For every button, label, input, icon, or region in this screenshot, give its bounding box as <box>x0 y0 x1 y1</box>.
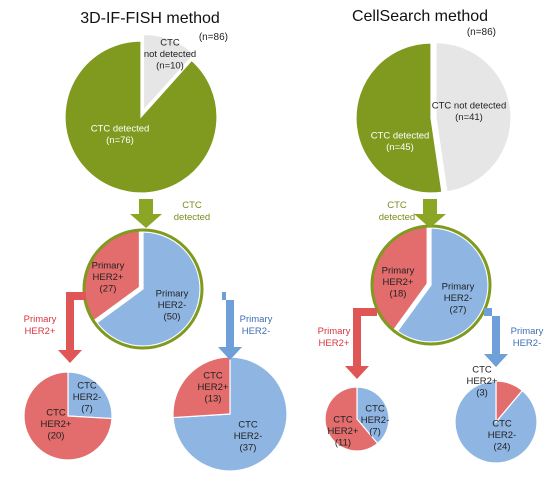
pie-slice-label: Primary HER2+ (27) <box>92 261 125 295</box>
pie-slice-label: CTC HER2-(7) <box>361 404 390 438</box>
arrow-elbow-her2neg-right <box>484 308 508 367</box>
arrow-label-her2neg-left-2: HER2- <box>242 326 271 337</box>
pie-slice-label: Primary HER2-(27) <box>442 282 475 316</box>
arrow-label-her2pos-left-1: Primary <box>24 314 57 325</box>
pie-slice-label: Primary HER2-(50) <box>156 289 189 323</box>
pie-slice-label: CTC HER2-(7) <box>73 381 102 415</box>
arrow-label-her2pos-left-2: HER2+ <box>25 326 56 337</box>
pie-slice <box>454 380 538 464</box>
pie-slice <box>96 231 201 347</box>
arrow-down-detected-right <box>414 199 446 228</box>
pie-slice <box>23 371 113 461</box>
arrow-down-detected-left <box>130 199 162 228</box>
pie-outline-ring <box>82 228 204 350</box>
pie-cellsearch-primary-her2: Primary HER2-(27) Primary HER2+ (18) <box>369 224 492 346</box>
panel-total-3d-if-fish: (n=86) <box>199 32 228 43</box>
pie-slice <box>67 371 113 420</box>
pie-3d-if-fish-detection: CTC not detected (n=10) CTC detected (n=76) <box>64 33 218 194</box>
pie-slice-label: CTC not detected (n=10) <box>144 38 196 72</box>
pie-slice-label: CTC HER2+ (13) <box>198 371 229 405</box>
pie-3d-if-fish-primary-her2: Primary HER2-(50) Primary HER2+ (27) <box>81 228 204 350</box>
panel-total-cellsearch: (n=86) <box>467 27 496 38</box>
arrow-elbow-her2pos-left <box>58 292 86 363</box>
pie-slice <box>355 42 443 194</box>
pie-slice-label: CTC HER2-(37) <box>234 420 263 454</box>
panel-title-3d-if-fish: 3D-IF-FISH method <box>80 10 220 27</box>
arrow-elbow-her2neg-left <box>218 292 242 360</box>
pie-cellsearch-her2pos-ctc: CTC HER2-(7)CTC HER2+ (11) <box>324 386 390 452</box>
pie-slice-label: Primary HER2+ (18) <box>382 266 415 300</box>
arrow-label-her2pos-right-1: Primary <box>318 326 351 337</box>
pie-slice <box>396 227 489 343</box>
pie-slice-label: CTC detected (n=45) <box>371 130 430 153</box>
pie-slice <box>356 386 390 445</box>
pie-slice-label: CTC HER2+ (20) <box>41 408 72 442</box>
pie-cellsearch-detection: CTC not detected (n=41)CTC detected (n=45) <box>355 42 512 194</box>
pie-slice-label: CTC HER2+ (11) <box>328 415 359 449</box>
pie-3d-if-fish-her2neg-ctc: CTC HER2-(37)CTC HER2+ (13) <box>172 356 288 472</box>
arrow-label-her2neg-right-2: HER2- <box>513 338 542 349</box>
arrow-label-her2pos-right-2: HER2+ <box>319 338 350 349</box>
pie-slice-label: CTC HER2-(24) <box>488 419 517 453</box>
arrow-label-detected-left-2: detected <box>174 212 210 223</box>
pie-slice <box>64 40 218 194</box>
pie-slice <box>172 356 231 419</box>
pie-slice-label: CTC HER2+ (3) <box>467 365 498 399</box>
arrow-label-detected-left-1: CTC <box>182 200 202 211</box>
arrow-label-detected-right-1: CTC <box>387 200 407 211</box>
pie-3d-if-fish-her2pos-ctc: CTC HER2-(7)CTC HER2+ (20) <box>23 371 113 461</box>
pie-slice-label: CTC detected (n=76) <box>91 123 150 146</box>
pie-slice <box>142 33 196 113</box>
pie-slice <box>435 42 512 193</box>
pie-slice-label: CTC not detected (n=41) <box>432 100 506 123</box>
arrow-elbow-her2pos-right <box>345 308 377 379</box>
arrow-label-her2neg-left-1: Primary <box>240 314 273 325</box>
arrow-label-her2neg-right-1: Primary <box>511 326 544 337</box>
pie-cellsearch-her2neg-ctc: CTC HER2+ (3) CTC HER2-(24) <box>454 365 538 464</box>
pie-slice <box>324 386 379 452</box>
panel-title-cellsearch: CellSearch method <box>352 8 488 25</box>
arrow-label-detected-right-2: detected <box>379 212 415 223</box>
